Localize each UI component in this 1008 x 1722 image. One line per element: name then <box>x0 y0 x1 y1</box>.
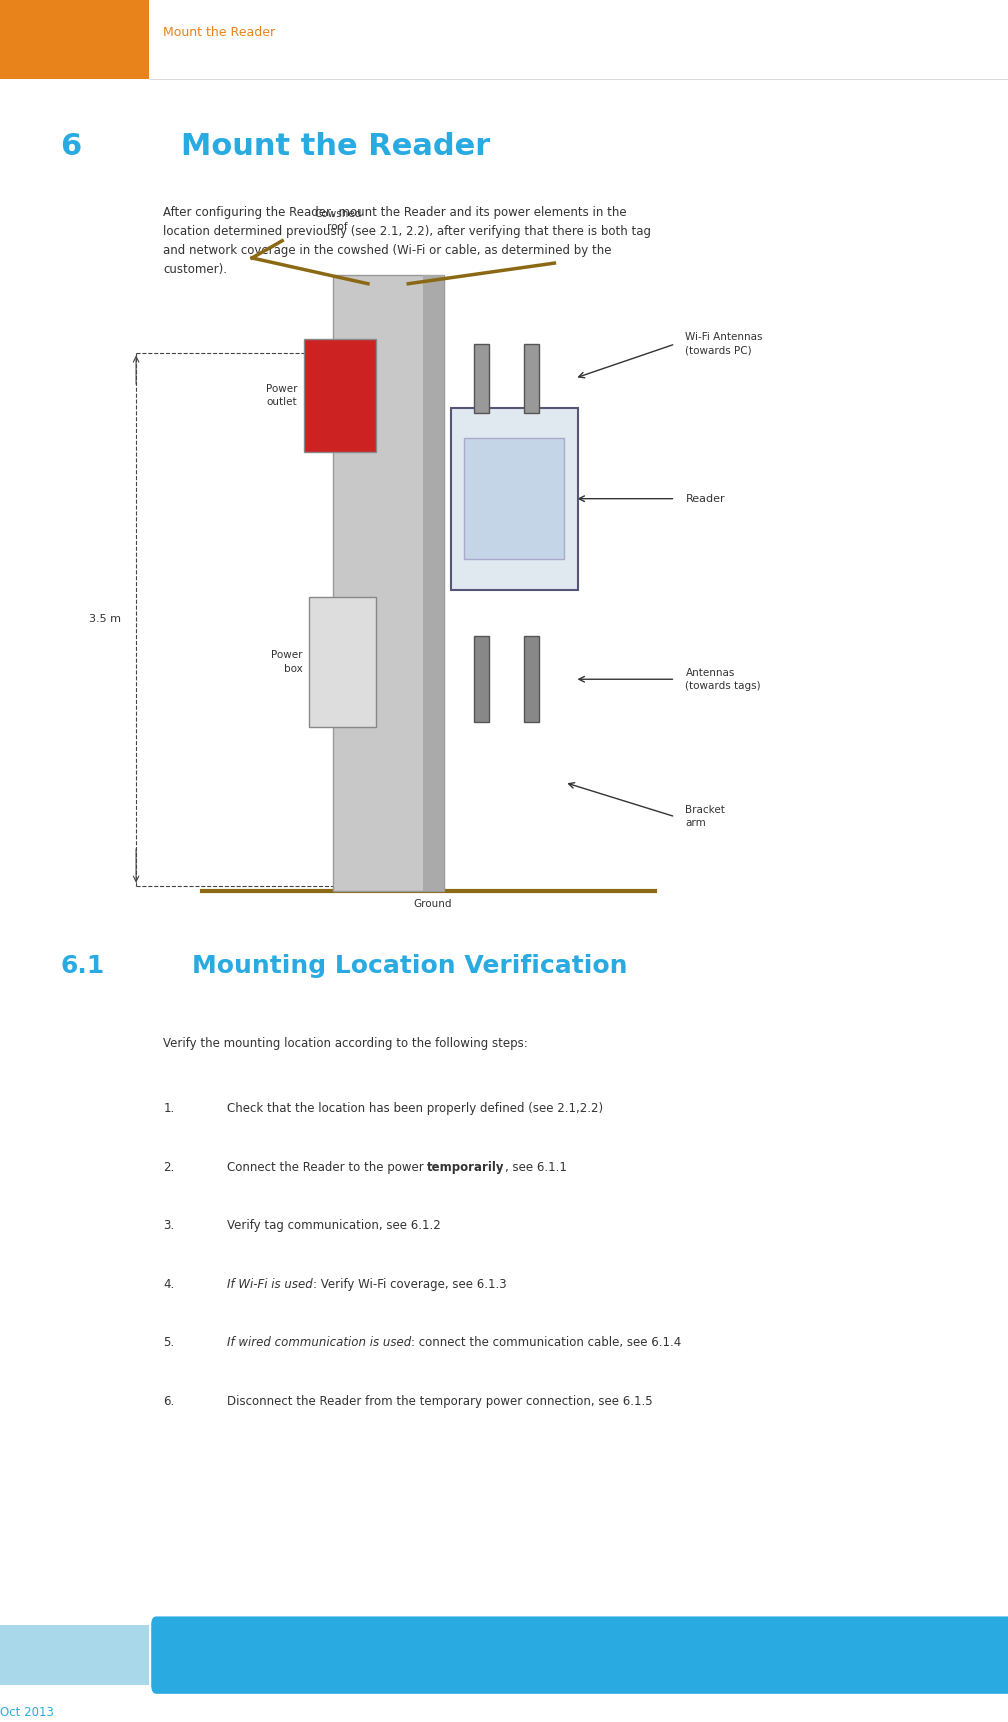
Text: Mount the Reader: Mount the Reader <box>163 26 275 40</box>
Text: temporarily: temporarily <box>427 1161 505 1174</box>
Text: Bracket
arm: Bracket arm <box>685 806 726 828</box>
Text: Oct 2013: Oct 2013 <box>0 1707 53 1719</box>
FancyBboxPatch shape <box>0 1626 149 1686</box>
Bar <box>333 276 444 890</box>
FancyBboxPatch shape <box>0 0 149 79</box>
Text: Ground: Ground <box>413 899 452 909</box>
Text: 3.: 3. <box>163 1219 174 1233</box>
Text: 5.: 5. <box>163 1336 174 1348</box>
Text: Check that the location has been properly defined (see 2.1,2.2): Check that the location has been properl… <box>227 1102 603 1116</box>
Text: 6.: 6. <box>163 1395 174 1407</box>
Text: 6: 6 <box>60 133 82 162</box>
Text: 6.1: 6.1 <box>60 954 105 978</box>
Text: Reader: Reader <box>685 494 725 505</box>
Text: Cowshed
roof: Cowshed roof <box>314 208 361 232</box>
Text: AfiAct II™ Installation Manual: AfiAct II™ Installation Manual <box>467 1648 699 1662</box>
Text: 2.: 2. <box>163 1161 174 1174</box>
Text: , see 6.1.1: , see 6.1.1 <box>505 1161 566 1174</box>
Text: Mounting Location Verification: Mounting Location Verification <box>192 954 627 978</box>
Text: Antennas
(towards tags): Antennas (towards tags) <box>685 668 761 691</box>
Text: Mount the Reader: Mount the Reader <box>181 133 491 162</box>
Text: Power
box: Power box <box>271 651 302 673</box>
Bar <box>524 344 539 413</box>
Bar <box>423 276 444 890</box>
FancyBboxPatch shape <box>151 1617 1008 1694</box>
Bar <box>474 344 489 413</box>
FancyBboxPatch shape <box>451 408 578 591</box>
Text: 3.5 m: 3.5 m <box>89 615 121 623</box>
Text: Chapter
6: Chapter 6 <box>46 29 103 57</box>
Text: Disconnect the Reader from the temporary power connection, see 6.1.5: Disconnect the Reader from the temporary… <box>227 1395 652 1407</box>
Text: Connect the Reader to the power: Connect the Reader to the power <box>227 1161 427 1174</box>
FancyBboxPatch shape <box>304 339 376 453</box>
Text: After configuring the Reader, mount the Reader and its power elements in the
loc: After configuring the Reader, mount the … <box>163 207 651 276</box>
Text: Verify the mounting location according to the following steps:: Verify the mounting location according t… <box>163 1037 528 1050</box>
Bar <box>474 635 489 722</box>
FancyBboxPatch shape <box>309 598 376 727</box>
Text: If Wi-Fi is used: If Wi-Fi is used <box>227 1278 312 1292</box>
Bar <box>464 439 564 560</box>
Text: 106: 106 <box>61 1648 88 1662</box>
Text: If wired communication is used: If wired communication is used <box>227 1336 411 1348</box>
Text: : Verify Wi-Fi coverage, see 6.1.3: : Verify Wi-Fi coverage, see 6.1.3 <box>312 1278 506 1292</box>
Text: 1.: 1. <box>163 1102 174 1116</box>
Text: Verify tag communication, see 6.1.2: Verify tag communication, see 6.1.2 <box>227 1219 440 1233</box>
Text: Wi-Fi Antennas
(towards PC): Wi-Fi Antennas (towards PC) <box>685 332 763 355</box>
Text: : connect the communication cable, see 6.1.4: : connect the communication cable, see 6… <box>411 1336 681 1348</box>
Bar <box>524 635 539 722</box>
Text: 4.: 4. <box>163 1278 174 1292</box>
Text: Power
outlet: Power outlet <box>266 384 297 406</box>
